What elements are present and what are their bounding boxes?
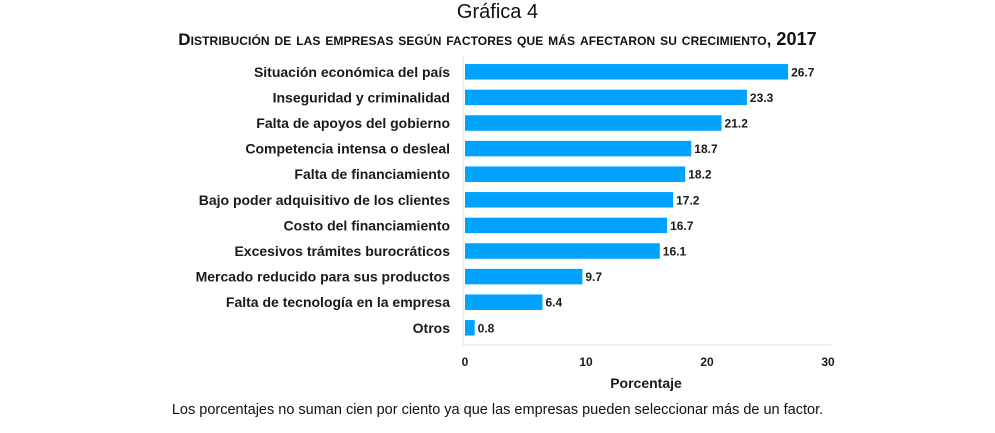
- bar: [465, 294, 543, 310]
- x-axis-title: Porcentaje: [610, 375, 682, 391]
- category-label: Inseguridad y criminalidad: [273, 89, 450, 105]
- value-label: 6.4: [545, 296, 562, 310]
- axes: [462, 56, 831, 346]
- x-tick-label: 30: [821, 355, 835, 369]
- bar: [465, 140, 692, 157]
- bar: [465, 166, 686, 182]
- chart-title-text: Distribución de las empresas según facto…: [178, 30, 772, 49]
- bar: [465, 243, 660, 259]
- category-label: Falta de apoyos del gobierno: [256, 115, 450, 131]
- value-label: 16.7: [670, 219, 694, 233]
- value-label: 9.7: [585, 270, 602, 284]
- bar: [465, 320, 475, 336]
- category-label: Otros: [413, 320, 451, 336]
- category-label: Falta de financiamiento: [294, 166, 450, 182]
- category-label: Falta de tecnología en la empresa: [226, 294, 450, 310]
- value-labels: 26.7 23.321.2 18.7 18.2 17.2 16.7 16.1 9.7 6.4 0.…: [478, 65, 815, 335]
- bar: [465, 268, 583, 285]
- chart-footnote: Los porcentajes no suman cien por ciento…: [171, 402, 824, 418]
- chart-supertitle: Gráfica 4: [456, 1, 539, 23]
- value-label: 17.2: [676, 193, 700, 207]
- bar: [465, 192, 674, 208]
- value-label: 18.2: [688, 168, 712, 182]
- category-label: Competencia intensa o desleal: [245, 141, 450, 157]
- bars: [465, 64, 789, 336]
- x-tick-labels: 0 10 20 30: [462, 355, 835, 369]
- x-tick-label: 0: [462, 355, 469, 369]
- value-label: 21.2: [725, 117, 749, 131]
- category-label: Costo del financiamiento: [284, 217, 450, 233]
- value-label: 18.7: [694, 142, 718, 156]
- category-label: Excesivos trámites burocráticos: [234, 243, 450, 259]
- category-label: Mercado reducido para sus productos: [196, 269, 451, 285]
- category-label: Bajo poder adquisitivo de los clientes: [199, 192, 450, 208]
- category-label: Situación económica del país: [254, 64, 450, 80]
- x-tick-label: 20: [700, 355, 714, 369]
- value-label: 0.8: [478, 321, 495, 335]
- chart-title-year: 2017: [776, 29, 817, 49]
- category-labels: Situación económica del país Inseguridad …: [196, 64, 451, 336]
- bar: [465, 89, 747, 106]
- bar: [465, 64, 789, 80]
- value-label: 16.1: [663, 245, 687, 259]
- value-label: 23.3: [750, 91, 774, 105]
- value-label: 26.7: [791, 65, 815, 79]
- x-tick-label: 10: [579, 355, 593, 369]
- bar: [465, 217, 668, 234]
- bar: [465, 115, 722, 131]
- chart-title: Distribución de las empresas según facto…: [0, 29, 995, 50]
